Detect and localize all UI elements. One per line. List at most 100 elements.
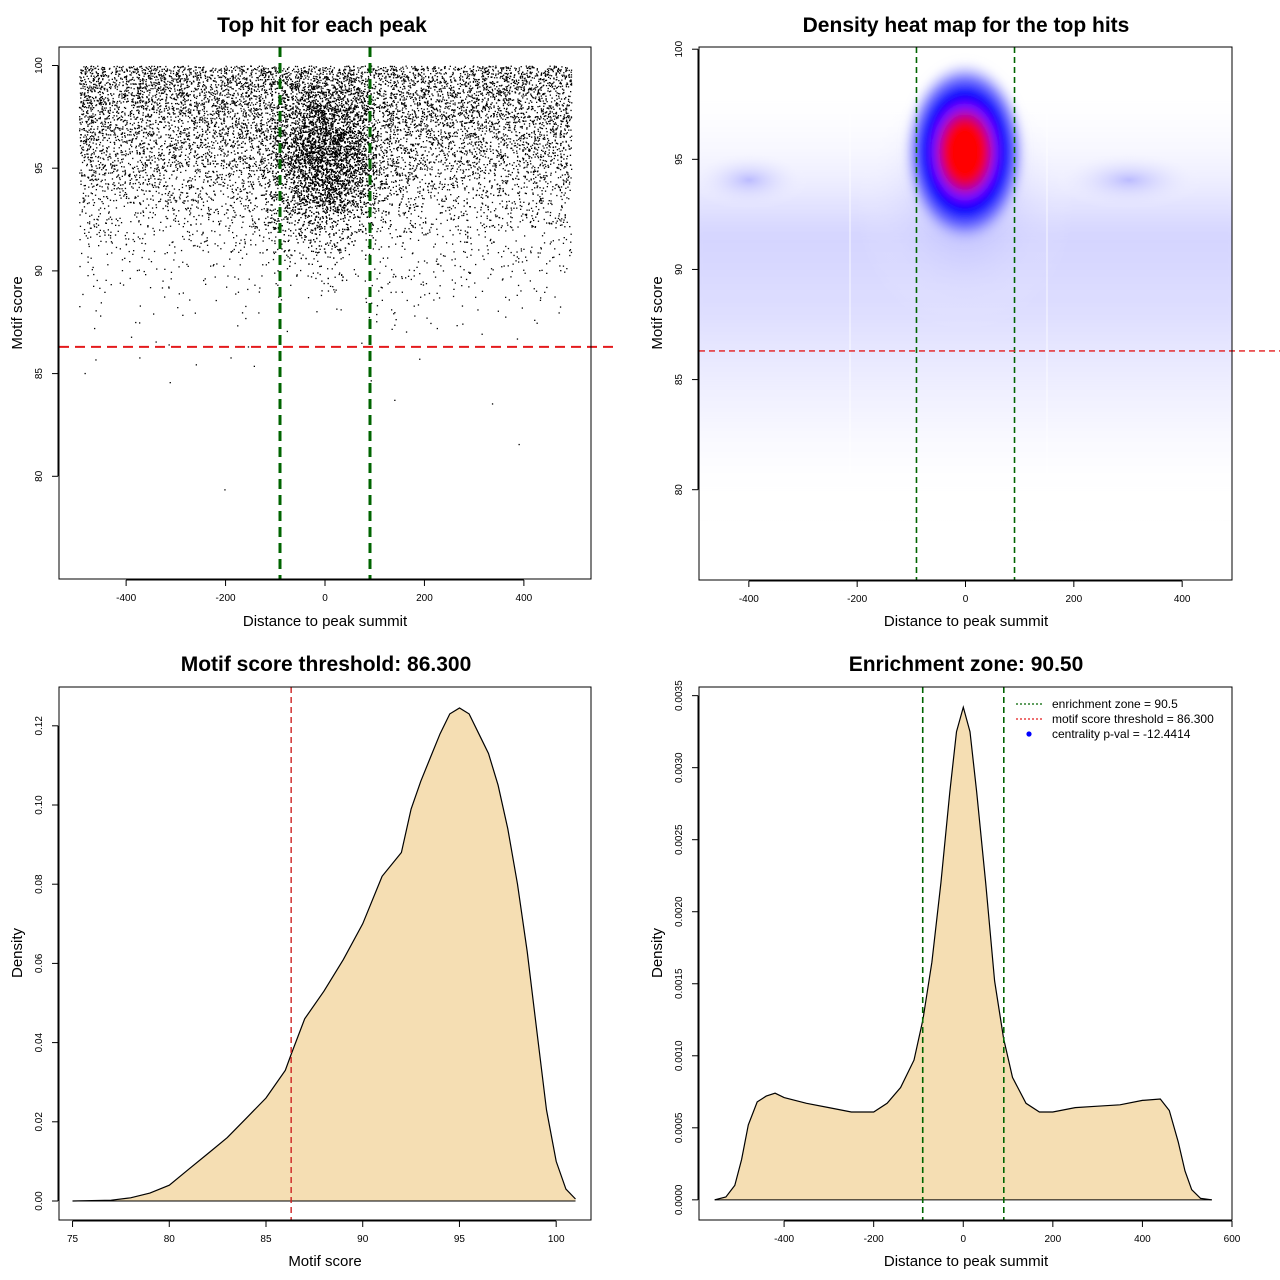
scatter-point <box>470 167 472 169</box>
scatter-point <box>136 216 138 218</box>
scatter-point <box>149 131 151 133</box>
scatter-point <box>565 107 568 109</box>
scatter-point <box>158 201 160 203</box>
scatter-point <box>523 162 525 164</box>
scatter-point <box>490 96 492 98</box>
scatter-point <box>257 113 260 115</box>
scatter-point <box>411 172 413 174</box>
scatter-point <box>203 114 205 117</box>
scatter-point <box>405 108 407 110</box>
scatter-point <box>176 94 178 97</box>
scatter-point <box>409 85 411 87</box>
scatter-point <box>423 234 425 236</box>
scatter-point <box>282 93 284 95</box>
scatter-point <box>185 169 187 172</box>
scatter-point <box>347 189 349 191</box>
scatter-point <box>396 93 398 95</box>
scatter-point <box>218 76 220 79</box>
scatter-point <box>560 144 562 147</box>
scatter-point <box>570 76 573 78</box>
scatter-point <box>83 206 86 208</box>
scatter-point <box>241 133 243 135</box>
scatter-point <box>120 115 122 117</box>
scatter-point <box>333 205 336 207</box>
scatter-point <box>541 162 543 164</box>
scatter-point <box>354 130 356 133</box>
scatter-point <box>92 204 95 206</box>
scatter-point <box>348 124 350 126</box>
scatter-point <box>328 94 330 96</box>
scatter-point <box>259 135 261 137</box>
scatter-point <box>94 134 97 136</box>
scatter-point <box>181 115 184 117</box>
scatter-point <box>213 103 215 105</box>
scatter-point <box>291 83 293 85</box>
scatter-point <box>155 93 158 96</box>
scatter-point <box>121 95 123 97</box>
scatter-point <box>279 124 281 126</box>
scatter-point <box>83 199 85 201</box>
scatter-point <box>523 87 525 89</box>
scatter-point <box>269 184 271 186</box>
scatter-point <box>295 202 297 204</box>
scatter-point <box>364 85 366 87</box>
scatter-point <box>236 137 238 139</box>
scatter-point <box>371 228 373 230</box>
scatter-point <box>157 87 160 89</box>
scatter-point <box>405 80 407 83</box>
scatter-point <box>260 142 262 144</box>
scatter-point <box>382 112 384 114</box>
scatter-point <box>249 137 251 140</box>
scatter-point <box>478 138 480 140</box>
scatter-point <box>346 183 348 185</box>
scatter-point <box>150 177 152 179</box>
scatter-point <box>88 107 90 109</box>
scatter-point <box>290 235 292 237</box>
scatter-point <box>446 99 448 101</box>
scatter-point <box>187 165 190 167</box>
scatter-point <box>454 80 456 82</box>
scatter-point <box>491 102 493 104</box>
scatter-point <box>196 125 198 127</box>
scatter-point <box>423 165 426 167</box>
scatter-point <box>372 87 374 90</box>
scatter-point <box>475 106 477 108</box>
scatter-point <box>524 116 526 118</box>
scatter-point <box>308 86 310 88</box>
scatter-point <box>216 181 218 183</box>
scatter-point <box>217 84 220 86</box>
scatter-point <box>204 152 207 155</box>
scatter-point <box>271 214 273 216</box>
scatter-point <box>199 246 201 248</box>
scatter-point <box>186 92 188 94</box>
scatter-point <box>428 80 430 82</box>
scatter-point <box>481 73 483 75</box>
scatter-point <box>504 127 507 129</box>
scatter-point <box>122 65 124 68</box>
scatter-point <box>509 121 511 123</box>
scatter-point <box>521 75 524 77</box>
scatter-point <box>325 122 327 124</box>
scatter-point <box>139 85 141 87</box>
scatter-point <box>454 66 457 68</box>
scatter-point <box>123 96 126 98</box>
scatter-point <box>505 95 507 97</box>
scatter-point <box>104 101 106 103</box>
scatter-point <box>81 211 83 213</box>
scatter-point <box>176 147 179 149</box>
scatter-point <box>447 132 450 134</box>
scatter-point <box>536 101 538 103</box>
scatter-point <box>571 135 573 137</box>
scatter-point <box>90 128 92 131</box>
scatter-point <box>319 85 321 88</box>
scatter-point <box>266 249 268 251</box>
scatter-point <box>81 83 83 85</box>
scatter-point <box>525 160 527 162</box>
scatter-point <box>306 140 308 142</box>
scatter-point <box>480 125 482 127</box>
scatter-point <box>363 106 365 108</box>
scatter-point <box>148 70 150 72</box>
scatter-point <box>532 106 534 108</box>
scatter-point <box>285 127 287 129</box>
scatter-point <box>509 141 511 143</box>
